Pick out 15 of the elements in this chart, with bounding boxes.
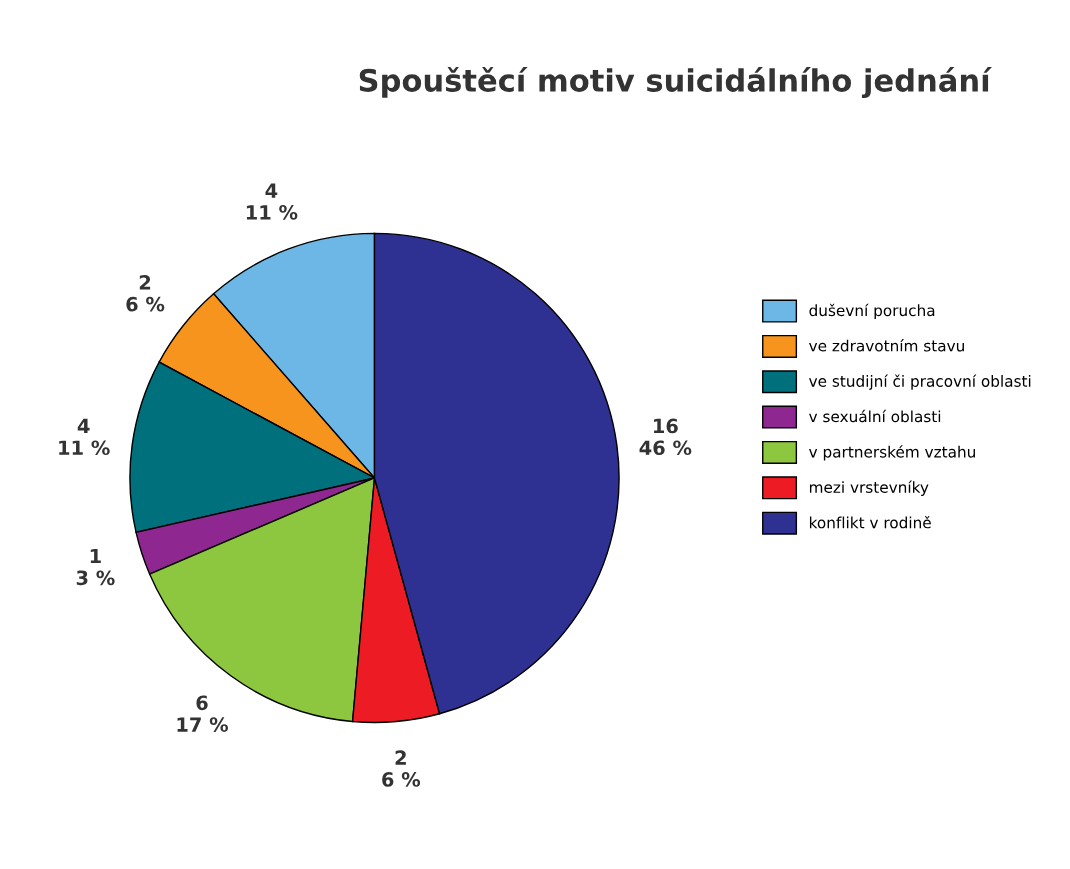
legend-label: v sexuální oblasti bbox=[809, 409, 941, 423]
data-label: 2 6 % bbox=[382, 750, 421, 787]
data-label: 1 3 % bbox=[76, 548, 115, 586]
data-label: 4 11 % bbox=[59, 418, 110, 456]
chart-title: Spouštěcí motiv suicidálního jednání bbox=[359, 67, 992, 99]
data-label: 6 17 % bbox=[177, 695, 229, 732]
legend-label: konflikt v rodině bbox=[809, 515, 931, 529]
data-label: 2 6 % bbox=[126, 275, 165, 312]
data-label: 16 46 % bbox=[639, 418, 692, 456]
legend-label: ve studijní či pracovní oblasti bbox=[809, 374, 1031, 390]
data-label: 4 11 % bbox=[246, 183, 298, 220]
legend-label: mezi vrstevníky bbox=[809, 480, 929, 496]
legend-label: duševní porucha bbox=[809, 303, 935, 320]
legend-label: v partnerském vztahu bbox=[809, 445, 975, 461]
legend-label: ve zdravotním stavu bbox=[809, 339, 964, 352]
